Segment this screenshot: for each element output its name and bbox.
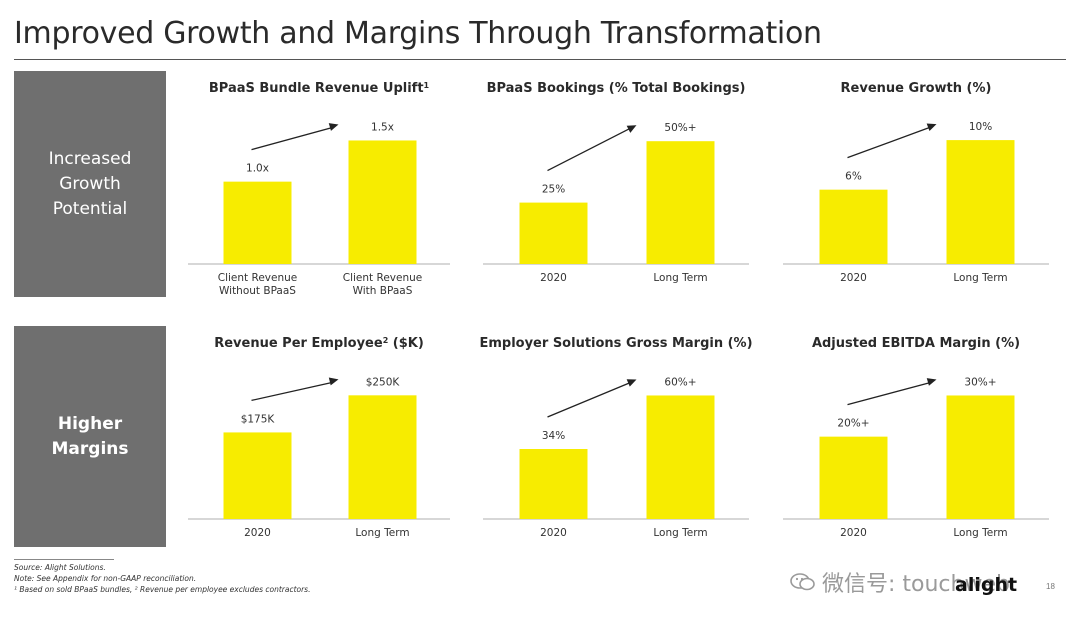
category-label: 2020 bbox=[840, 527, 867, 539]
bar bbox=[348, 140, 417, 264]
wechat-icon bbox=[790, 573, 815, 591]
growth-arrow bbox=[547, 127, 631, 172]
category-label: With BPaaS bbox=[353, 285, 413, 297]
arrow-head bbox=[926, 123, 937, 132]
bar bbox=[819, 436, 888, 519]
chart-title: BPaaS Bookings (% Total Bookings) bbox=[487, 81, 746, 96]
company-logo: alight bbox=[955, 574, 1018, 596]
data-label: 30%+ bbox=[964, 376, 996, 388]
category-label: Long Term bbox=[355, 527, 409, 539]
category-label: 2020 bbox=[244, 527, 271, 539]
chart-revenue-growth: Revenue Growth (%) 6% 2020 10% Long Term bbox=[783, 81, 1049, 284]
chart-title: Employer Solutions Gross Margin (%) bbox=[479, 336, 752, 351]
bar bbox=[946, 140, 1015, 264]
title-divider bbox=[14, 59, 1066, 60]
bar bbox=[646, 141, 715, 264]
footnote-divider bbox=[14, 559, 114, 560]
arrow-head bbox=[926, 378, 937, 386]
footnote-note: Note: See Appendix for non-GAAP reconcil… bbox=[14, 574, 197, 583]
row-label-growth: Increased Growth Potential bbox=[14, 71, 166, 297]
chart-title: BPaaS Bundle Revenue Uplift1 bbox=[209, 81, 430, 97]
growth-arrow bbox=[251, 126, 333, 151]
arrow-head bbox=[626, 379, 637, 387]
page-number: 18 bbox=[1046, 582, 1055, 591]
category-label: 2020 bbox=[840, 272, 867, 284]
arrow-head bbox=[328, 123, 339, 131]
bar bbox=[646, 395, 715, 519]
chart-gross-margin: Employer Solutions Gross Margin (%) 34% 20… bbox=[479, 336, 752, 539]
data-label: 1.0x bbox=[246, 163, 269, 175]
watermark: 微信号: touchweb bbox=[790, 566, 1010, 598]
chart-bpaas-bookings: BPaaS Bookings (% Total Bookings) 25% 2020… bbox=[483, 81, 749, 284]
chart-title: Revenue Per Employee2 ($K) bbox=[214, 336, 424, 352]
category-label: Long Term bbox=[953, 527, 1007, 539]
bar bbox=[223, 432, 292, 519]
growth-arrow bbox=[847, 126, 931, 159]
category-label: Without BPaaS bbox=[219, 285, 296, 297]
chart-ebitda-margin: Adjusted EBITDA Margin (%) 20%+ 2020 30%+ Lo… bbox=[783, 336, 1049, 539]
footnote-definitions: ¹ Based on sold BPaaS bundles, ² Revenue… bbox=[14, 585, 311, 594]
data-label: 50%+ bbox=[664, 122, 696, 134]
growth-arrow bbox=[847, 381, 931, 406]
arrow-head bbox=[328, 377, 339, 386]
chart-bpaas-revenue-uplift: BPaaS Bundle Revenue Uplift1 1.0x Client R… bbox=[188, 81, 450, 297]
page-title: Improved Growth and Margins Through Tran… bbox=[14, 16, 822, 51]
category-label: 2020 bbox=[540, 527, 567, 539]
growth-arrow bbox=[251, 381, 333, 402]
watermark-text: 微信号: touchweb bbox=[822, 572, 1010, 597]
data-label: $175K bbox=[241, 413, 276, 425]
data-label: 6% bbox=[845, 171, 862, 183]
category-label: Client Revenue bbox=[343, 272, 422, 284]
category-label: 2020 bbox=[540, 272, 567, 284]
footnote-source: Source: Alight Solutions. bbox=[14, 563, 106, 572]
category-label: Client Revenue bbox=[218, 272, 297, 284]
chart-title: Revenue Growth (%) bbox=[841, 81, 992, 96]
data-label: 60%+ bbox=[664, 376, 696, 388]
category-label: Long Term bbox=[653, 272, 707, 284]
footnotes: Source: Alight Solutions. Note: See Appe… bbox=[14, 562, 310, 595]
bar bbox=[348, 395, 417, 519]
bar bbox=[519, 449, 588, 519]
category-label: Long Term bbox=[653, 527, 707, 539]
data-label: 10% bbox=[969, 121, 992, 133]
data-label: 20%+ bbox=[837, 418, 869, 430]
bar bbox=[223, 181, 292, 264]
bar bbox=[519, 202, 588, 264]
arrow-head bbox=[626, 125, 637, 133]
chart-revenue-per-employee: Revenue Per Employee2 ($K) $175K 2020 $250K… bbox=[188, 336, 450, 539]
data-label: 1.5x bbox=[371, 121, 394, 133]
data-label: 34% bbox=[542, 430, 565, 442]
row-label-margins: Higher Margins bbox=[14, 326, 166, 547]
growth-arrow bbox=[547, 381, 631, 418]
data-label: $250K bbox=[366, 376, 401, 388]
bar bbox=[946, 395, 1015, 519]
category-label: Long Term bbox=[953, 272, 1007, 284]
data-label: 25% bbox=[542, 184, 565, 196]
chart-title: Adjusted EBITDA Margin (%) bbox=[812, 336, 1020, 351]
bar bbox=[819, 189, 888, 264]
